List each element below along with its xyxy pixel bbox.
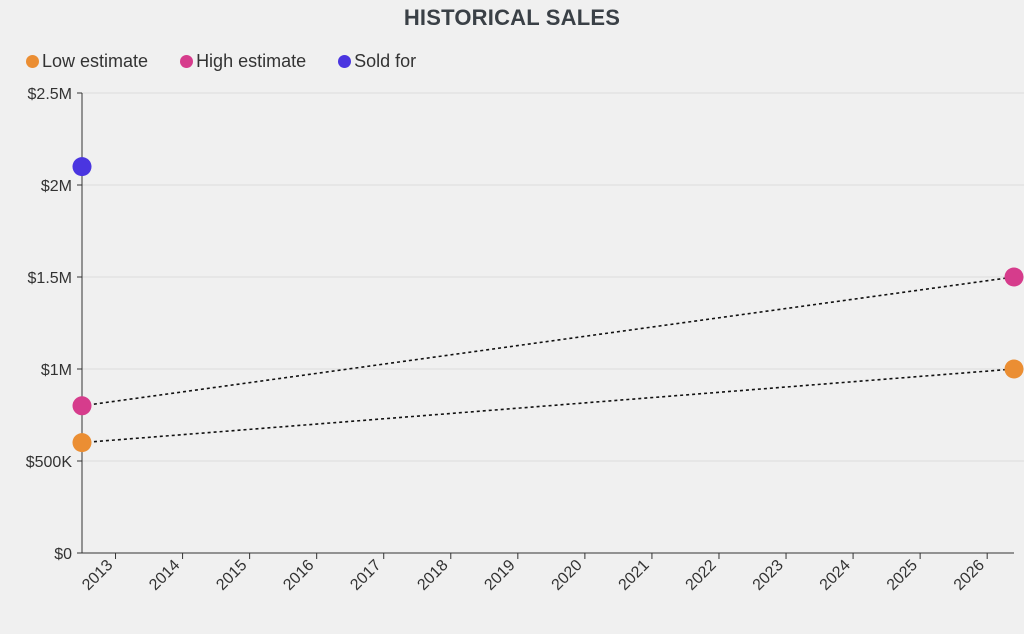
legend-label-sold-for: Sold for — [354, 51, 417, 71]
data-point-low-estimate[interactable] — [72, 433, 92, 453]
x-tick-label: 2014 — [146, 557, 183, 594]
x-tick-label: 2022 — [683, 557, 720, 594]
legend-item-low-estimate[interactable]: Low estimate — [26, 51, 148, 72]
legend-dot-high-estimate — [180, 55, 194, 68]
y-tick-label: $2M — [41, 178, 72, 195]
legend: Low estimate High estimate Sold for — [26, 51, 416, 72]
x-tick-label: 2024 — [817, 557, 854, 594]
x-tick-label: 2025 — [884, 557, 921, 594]
legend-dot-low-estimate — [26, 55, 39, 68]
x-tick-label: 2018 — [414, 557, 451, 594]
series-connector-low-estimate — [81, 368, 1015, 444]
x-tick-label: 2020 — [549, 557, 586, 594]
x-tick-label: 2019 — [481, 557, 518, 594]
data-point-high-estimate[interactable] — [72, 396, 92, 416]
y-tick-label: $500K — [26, 454, 73, 471]
data-point-sold-for[interactable] — [72, 157, 92, 177]
x-tick-label: 2015 — [213, 557, 250, 594]
y-tick-label: $1M — [41, 362, 72, 379]
x-tick-label: 2026 — [951, 557, 988, 594]
x-tick-label: 2016 — [280, 557, 317, 594]
x-tick-label: 2017 — [347, 557, 384, 594]
x-tick-label: 2013 — [79, 557, 116, 594]
x-tick-label: 2023 — [750, 557, 787, 594]
y-tick-label: $2.5M — [28, 86, 72, 103]
legend-item-high-estimate[interactable]: High estimate — [180, 51, 306, 72]
chart-title: HISTORICAL SALES — [403, 5, 621, 30]
data-point-high-estimate[interactable] — [1004, 267, 1024, 287]
legend-label-low-estimate: Low estimate — [42, 51, 149, 71]
y-tick-label: $0 — [54, 546, 72, 563]
series-connector-high-estimate — [81, 276, 1015, 407]
x-tick-label: 2021 — [616, 557, 653, 594]
legend-label-high-estimate: High estimate — [196, 51, 307, 71]
y-tick-label: $1.5M — [28, 270, 72, 287]
legend-item-sold-for[interactable]: Sold for — [338, 51, 416, 72]
data-point-low-estimate[interactable] — [1004, 359, 1024, 379]
legend-dot-sold-for — [338, 55, 352, 68]
